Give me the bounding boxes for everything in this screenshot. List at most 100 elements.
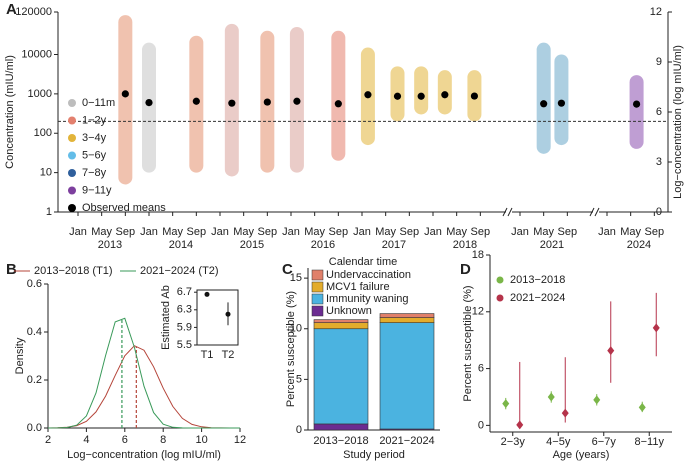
x-axis-title: Age (years) xyxy=(553,449,610,461)
point xyxy=(516,420,524,430)
y-tick-label: 120000 xyxy=(15,6,52,18)
legend-marker xyxy=(68,99,76,107)
mean-point xyxy=(364,91,372,99)
legend-marker xyxy=(68,169,76,177)
legend-label: 7−8y xyxy=(82,167,107,179)
point-cloud xyxy=(414,66,429,115)
mean-point xyxy=(121,90,129,98)
x-tick-label: 6 xyxy=(122,434,128,446)
inset-y-tick-label: 5.9 xyxy=(177,321,192,333)
x-tick-label: Sep xyxy=(471,226,491,238)
mean-point xyxy=(540,100,548,108)
x-year-label: 2015 xyxy=(240,239,264,251)
legend-swatch xyxy=(311,293,324,305)
y2-tick-label: 6 xyxy=(656,106,662,118)
x-tick-label: Sep xyxy=(187,226,207,238)
legend-label: 3−4y xyxy=(82,132,107,144)
density-line xyxy=(47,345,240,429)
density-line xyxy=(47,317,240,429)
y-axis-title: Concentration (mIU/ml) xyxy=(4,55,16,169)
point xyxy=(638,402,646,412)
legend-label: 2021−2024 xyxy=(510,292,565,304)
inset-point xyxy=(225,311,231,317)
legend-label: 2021−2024 (T2) xyxy=(140,265,219,277)
point-cloud xyxy=(629,75,644,149)
x-tick-label: Sep xyxy=(258,226,278,238)
point-cloud xyxy=(536,42,551,154)
panel-label: C xyxy=(282,261,293,278)
mean-point xyxy=(192,97,200,105)
x-tick-label: Jan xyxy=(211,226,229,238)
x-tick-label: 4 xyxy=(83,434,89,446)
x-tick-label: May xyxy=(620,226,641,238)
y-tick-label: 0 xyxy=(478,419,484,431)
x-tick-label: May xyxy=(233,226,254,238)
panel-label: A xyxy=(6,1,17,18)
legend-marker xyxy=(496,276,504,284)
axis-break xyxy=(594,207,600,217)
x-tick-label: Jan xyxy=(598,226,616,238)
x-tick-label: Sep xyxy=(400,226,420,238)
point xyxy=(561,408,569,418)
legend-label: 5−6y xyxy=(82,149,107,161)
bar-segment xyxy=(313,322,369,330)
x-tick-label: 10 xyxy=(195,434,207,446)
x-tick-label: Sep xyxy=(116,226,136,238)
x-tick-label: 2 xyxy=(45,434,51,446)
x-tick-label: Jan xyxy=(424,226,442,238)
mean-point xyxy=(293,97,301,105)
legend-label: 9−11y xyxy=(82,184,112,196)
bar-segment xyxy=(379,317,435,323)
x-tick-label: Jan xyxy=(140,226,158,238)
y-tick-label: 0 xyxy=(296,424,302,436)
legend-label: Observed means xyxy=(82,202,166,214)
x-tick-label: 8 xyxy=(160,434,166,446)
x-tick-label: 8−11y xyxy=(635,436,665,448)
x-tick-label: May xyxy=(162,226,183,238)
x-tick-label: Jan xyxy=(353,226,371,238)
legend-marker xyxy=(68,134,76,142)
mean-point xyxy=(470,92,479,100)
mean-point xyxy=(393,92,402,100)
x-tick-label: May xyxy=(446,226,467,238)
inset-frame xyxy=(196,289,239,346)
legend-marker xyxy=(496,294,504,302)
inset-y-tick-label: 6.3 xyxy=(177,304,192,316)
x-tick-label: May xyxy=(533,226,554,238)
point xyxy=(607,346,615,356)
legend-label: Immunity waning xyxy=(326,293,409,305)
x-tick-label: Jan xyxy=(282,226,300,238)
bar-segment xyxy=(313,319,369,323)
axis-break xyxy=(507,207,513,217)
x-tick-label: May xyxy=(91,226,112,238)
panel-label: B xyxy=(6,261,17,278)
y-axis-title: Percent susceptible (%) xyxy=(462,285,474,401)
x-tick-label: 2013−2018 xyxy=(313,435,368,447)
legend-marker xyxy=(68,186,76,195)
x-tick-label: 2−3y xyxy=(501,436,526,448)
y-tick-label: 1 xyxy=(46,206,52,218)
y2-tick-label: 12 xyxy=(650,6,662,18)
y-axis-title: Density xyxy=(14,337,26,374)
mean-point xyxy=(263,98,271,106)
mean-point xyxy=(557,99,566,107)
legend-label: 2013−2018 xyxy=(510,274,565,286)
x-tick-label: May xyxy=(304,226,325,238)
x-axis-title: Log−concentration (log mIU/ml) xyxy=(67,449,221,461)
y-tick-label: 10000 xyxy=(21,48,52,60)
axis-break xyxy=(589,207,595,217)
x-tick-label: 6−7y xyxy=(592,436,617,448)
y2-tick-label: 3 xyxy=(656,156,662,168)
mean-point xyxy=(441,91,449,99)
bar-segment xyxy=(379,313,435,318)
x-axis-title: Calendar time xyxy=(329,256,397,268)
point xyxy=(547,392,555,402)
legend-marker xyxy=(68,151,76,160)
y-tick-label: 5 xyxy=(296,373,302,385)
mean-point xyxy=(334,100,342,108)
x-tick-label: Jan xyxy=(69,226,87,238)
x-tick-label: Jan xyxy=(511,226,529,238)
bar-segment xyxy=(313,328,369,425)
y-tick-label: 1000 xyxy=(28,88,52,100)
legend-swatch xyxy=(311,281,324,293)
